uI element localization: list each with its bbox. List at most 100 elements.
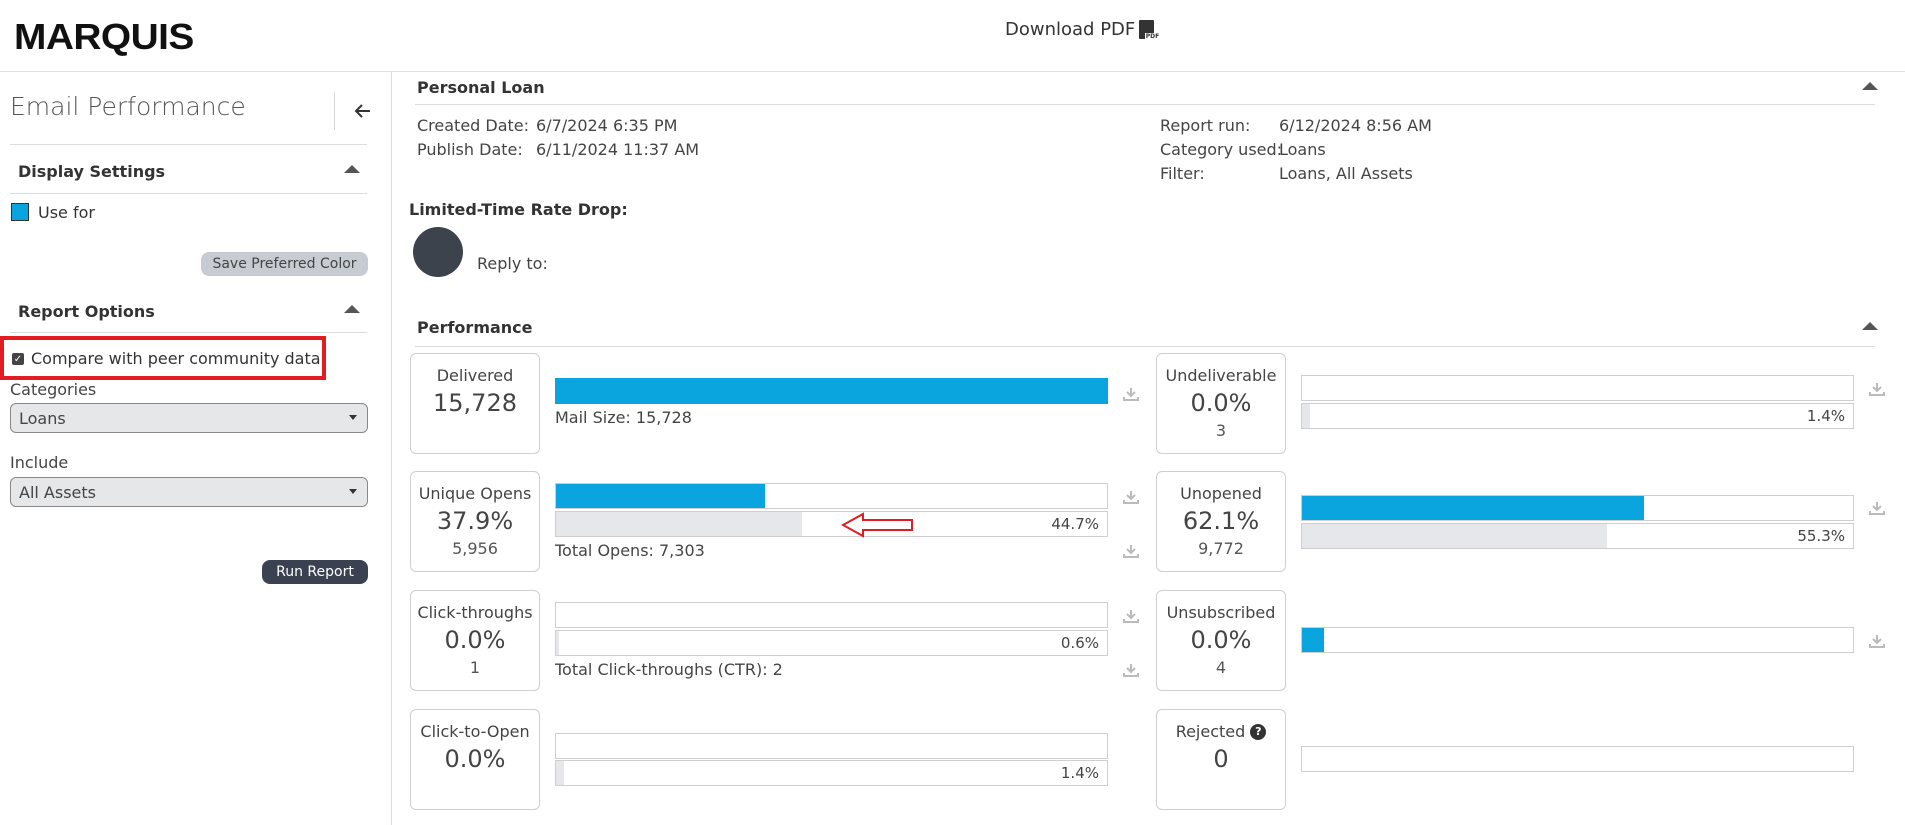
categories-select[interactable]: Loans xyxy=(10,403,368,433)
marquis-logo[interactable]: MARQUIS xyxy=(14,16,194,58)
click-to-open-peer-bar: 1.4% xyxy=(555,760,1108,786)
unsubscribed-card: Unsubscribed 0.0% 4 xyxy=(1156,590,1286,691)
download-icon[interactable] xyxy=(1869,634,1885,648)
highlight-annotation-box xyxy=(0,336,326,380)
total-opens-caption: Total Opens: 7,303 xyxy=(555,541,705,560)
report-title: Personal Loan xyxy=(417,78,545,97)
download-icon[interactable] xyxy=(1869,501,1885,515)
undeliverable-count: 3 xyxy=(1215,421,1227,440)
include-value: All Assets xyxy=(19,482,96,502)
include-label: Include xyxy=(10,453,69,472)
checkmark-icon: ✓ xyxy=(13,353,23,365)
delivered-bar xyxy=(555,378,1108,404)
download-icon[interactable] xyxy=(1123,387,1139,401)
run-report-button[interactable]: Run Report xyxy=(262,560,368,584)
mail-size-caption: Mail Size: 15,728 xyxy=(555,408,692,427)
click-throughs-count: 1 xyxy=(469,658,481,677)
unopened-peer-fill xyxy=(1302,524,1607,548)
unique-opens-peer-bar: 44.7% xyxy=(555,511,1108,537)
delivered-title: Delivered xyxy=(436,366,514,385)
category-used-value: Loans xyxy=(1279,140,1326,159)
top-bar: MARQUIS Download PDF xyxy=(0,0,1905,72)
unsubscribed-bar-fill xyxy=(1302,628,1325,652)
delivered-card: Delivered 15,728 xyxy=(410,353,540,454)
unique-opens-value: 37.9% xyxy=(436,507,514,535)
unopened-count: 9,772 xyxy=(1198,539,1244,558)
click-to-open-title: Click-to-Open xyxy=(420,722,530,741)
color-swatch[interactable] xyxy=(11,203,29,221)
divider xyxy=(415,104,1875,105)
dropdown-arrow-icon xyxy=(349,415,357,420)
collapse-performance-icon[interactable] xyxy=(1862,322,1878,330)
unique-opens-count: 5,956 xyxy=(452,539,498,558)
collapse-display-settings-icon[interactable] xyxy=(344,165,360,173)
compare-peer-label[interactable]: Compare with peer community data xyxy=(31,349,321,368)
download-icon[interactable] xyxy=(1123,490,1139,504)
unopened-peer-bar: 55.3% xyxy=(1301,523,1854,549)
divider xyxy=(10,193,367,194)
report-run-label: Report run: xyxy=(1160,116,1251,135)
rejected-card: Rejected ? 0 xyxy=(1156,709,1286,810)
undeliverable-title: Undeliverable xyxy=(1165,366,1277,385)
rejected-title: Rejected xyxy=(1175,722,1246,741)
sender-avatar xyxy=(413,227,463,277)
report-run-value: 6/12/2024 8:56 AM xyxy=(1279,116,1432,135)
unique-opens-peer-fill xyxy=(556,512,803,536)
total-click-throughs-caption: Total Click-throughs (CTR): 2 xyxy=(555,660,783,679)
download-pdf-label: Download PDF xyxy=(1005,19,1136,40)
unopened-title: Unopened xyxy=(1180,484,1262,503)
undeliverable-peer-bar: 1.4% xyxy=(1301,403,1854,429)
compare-peer-checkbox[interactable]: ✓ xyxy=(12,353,24,365)
save-preferred-color-button[interactable]: Save Preferred Color xyxy=(201,252,368,276)
arrow-left-icon xyxy=(354,104,370,118)
download-pdf-link[interactable]: Download PDF xyxy=(1005,19,1161,40)
unopened-bar xyxy=(1301,495,1854,521)
click-throughs-peer-bar: 0.6% xyxy=(555,630,1108,656)
dropdown-arrow-icon xyxy=(349,489,357,494)
download-icon[interactable] xyxy=(1123,663,1139,677)
undeliverable-peer-pct: 1.4% xyxy=(1806,407,1845,425)
rejected-title-row: Rejected ? xyxy=(1157,722,1285,741)
click-throughs-peer-pct: 0.6% xyxy=(1060,634,1099,652)
unsubscribed-value: 0.0% xyxy=(1190,626,1252,654)
created-date-value: 6/7/2024 6:35 PM xyxy=(536,116,678,135)
click-to-open-card: Click-to-Open 0.0% xyxy=(410,709,540,810)
reply-to-label: Reply to: xyxy=(477,254,548,273)
unique-opens-title: Unique Opens xyxy=(418,484,532,503)
divider xyxy=(10,332,367,333)
publish-date-value: 6/11/2024 11:37 AM xyxy=(536,140,700,159)
delivered-value: 15,728 xyxy=(433,389,517,417)
include-select[interactable]: All Assets xyxy=(10,477,368,507)
click-throughs-peer-fill xyxy=(556,631,560,655)
download-icon[interactable] xyxy=(1123,544,1139,558)
filter-value: Loans, All Assets xyxy=(1279,164,1413,183)
download-icon[interactable] xyxy=(1869,382,1885,396)
collapse-sidebar-button[interactable] xyxy=(334,92,390,130)
categories-label: Categories xyxy=(10,380,97,399)
sidebar-title: Email Performance xyxy=(10,92,246,121)
unique-opens-bar xyxy=(555,483,1108,509)
unopened-peer-pct: 55.3% xyxy=(1797,527,1845,545)
unique-opens-bar-fill xyxy=(556,484,765,508)
click-throughs-card: Click-throughs 0.0% 1 xyxy=(410,590,540,691)
report-panel: Personal Loan Created Date: 6/7/2024 6:3… xyxy=(393,72,1905,825)
rejected-bar xyxy=(1301,746,1854,772)
logo-text: MARQUIS xyxy=(14,16,194,57)
unopened-card: Unopened 62.1% 9,772 xyxy=(1156,471,1286,572)
red-arrow-annotation-icon xyxy=(841,512,913,538)
undeliverable-card: Undeliverable 0.0% 3 xyxy=(1156,353,1286,454)
performance-heading: Performance xyxy=(417,318,533,337)
click-to-open-bar xyxy=(555,733,1108,759)
download-icon[interactable] xyxy=(1123,609,1139,623)
click-throughs-bar xyxy=(555,602,1108,628)
display-settings-heading: Display Settings xyxy=(18,162,166,181)
help-icon[interactable]: ? xyxy=(1250,723,1267,740)
undeliverable-peer-fill xyxy=(1302,404,1310,428)
collapse-report-icon[interactable] xyxy=(1862,82,1878,90)
collapse-report-options-icon[interactable] xyxy=(344,305,360,313)
click-throughs-value: 0.0% xyxy=(444,626,506,654)
rejected-value: 0 xyxy=(1213,745,1229,773)
unopened-value: 62.1% xyxy=(1182,507,1260,535)
unsubscribed-title: Unsubscribed xyxy=(1166,603,1276,622)
divider xyxy=(10,144,367,145)
